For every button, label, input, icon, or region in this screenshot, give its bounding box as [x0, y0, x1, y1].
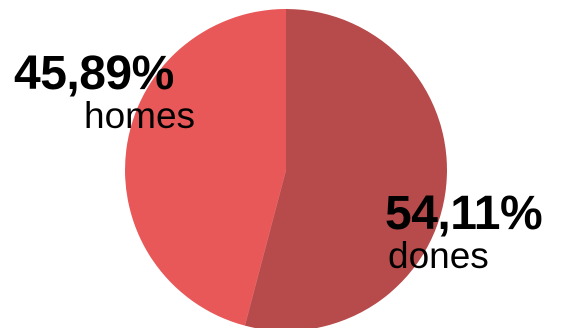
pie-slice-homes [124, 9, 286, 326]
slice-label-dones-percent: 54,11% [385, 187, 543, 240]
slice-label-homes-category: homes [84, 95, 196, 136]
slice-label-homes-percent: 45,89% [14, 47, 174, 100]
slice-label-dones-category: dones [388, 235, 489, 276]
pie-slices [124, 9, 448, 328]
pie-slice-dones [244, 9, 448, 328]
